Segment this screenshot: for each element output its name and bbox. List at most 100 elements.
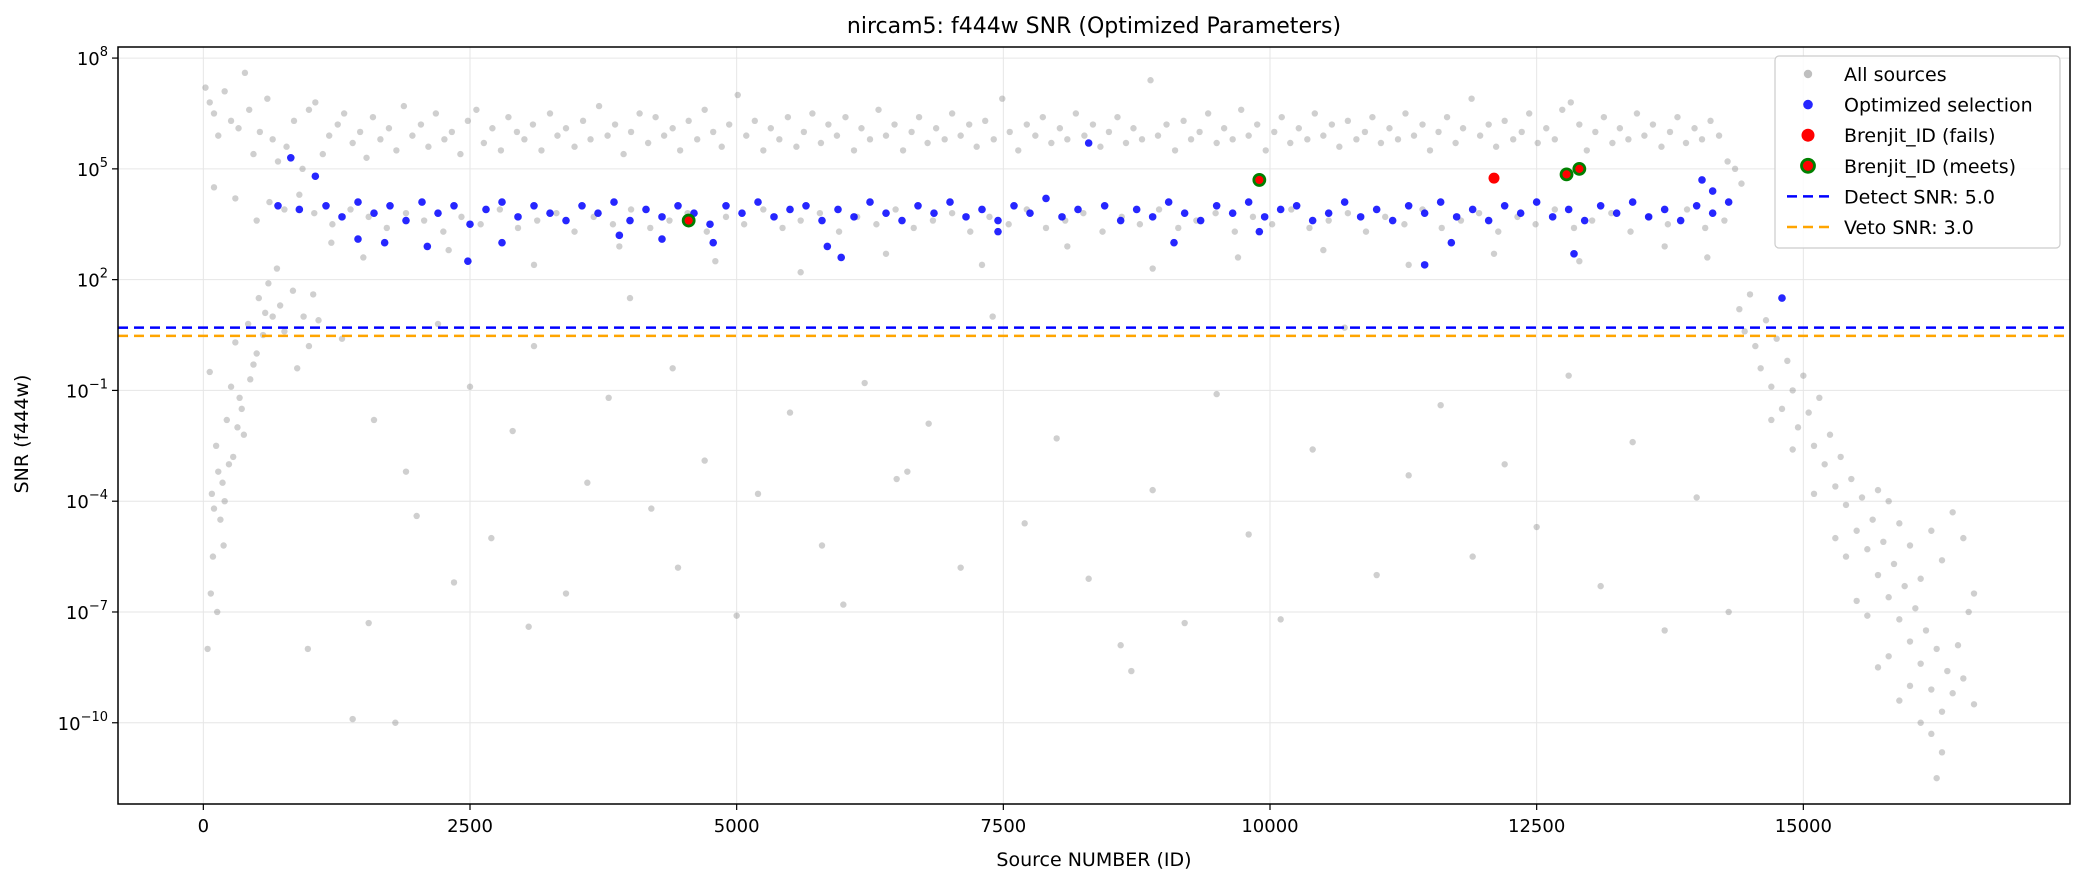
optimized-point [786, 205, 794, 214]
all-sources-point [365, 213, 372, 221]
all-sources-point [1938, 708, 1946, 715]
all-sources-point [1064, 136, 1071, 143]
all-sources-point [1053, 435, 1060, 442]
all-sources-point [1721, 217, 1728, 224]
all-sources-point [751, 117, 758, 125]
all-sources-point [1874, 486, 1882, 494]
optimized-point [402, 216, 410, 225]
all-sources-point [290, 117, 298, 125]
all-sources-point [1287, 139, 1294, 147]
all-sources-point [722, 213, 730, 221]
all-sources-point [1213, 390, 1220, 398]
all-sources-point [779, 224, 786, 232]
optimized-point [1404, 201, 1413, 210]
all-sources-point [440, 228, 447, 235]
optimized-point [674, 201, 682, 210]
optimized-point [274, 201, 282, 210]
optimized-point [354, 198, 362, 206]
all-sources-point [915, 113, 923, 121]
all-sources-point [1707, 117, 1714, 125]
all-sources-point [529, 121, 537, 128]
y-tick-label: 10−7 [66, 599, 108, 624]
all-sources-point [1890, 560, 1898, 568]
all-sources-point [236, 394, 243, 402]
optimized-point [1074, 205, 1082, 214]
optimized-point [338, 213, 346, 221]
all-sources-point [1459, 125, 1467, 132]
all-sources-point [425, 143, 432, 150]
legend-label: Brenjit_ID (meets) [1844, 156, 2016, 178]
optimized-point [498, 238, 506, 247]
all-sources-point [604, 132, 611, 139]
all-sources-point [712, 257, 719, 265]
optimized-point [423, 242, 432, 251]
all-sources-point [206, 99, 213, 106]
all-sources-point [1731, 165, 1739, 173]
all-sources-point [214, 608, 221, 616]
all-sources-point [571, 143, 578, 150]
all-sources-point [1933, 774, 1940, 782]
all-sources-point [1476, 132, 1484, 139]
all-sources-point [1533, 523, 1540, 531]
all-sources-point [1056, 125, 1064, 132]
all-sources-point [1691, 125, 1698, 132]
all-sources-point [1495, 228, 1502, 235]
all-sources-point [530, 261, 538, 269]
all-sources-point [402, 209, 410, 217]
all-sources-point [1042, 224, 1050, 232]
all-sources-point [891, 121, 898, 128]
optimized-point [562, 216, 570, 225]
all-sources-point [1658, 143, 1665, 150]
all-sources-point [1896, 697, 1903, 704]
all-sources-point [1885, 498, 1892, 505]
all-sources-point [232, 195, 239, 202]
all-sources-point [674, 564, 682, 571]
optimized-point [770, 213, 778, 221]
all-sources-point [1682, 139, 1690, 147]
all-sources-point [1906, 542, 1914, 549]
all-sources-point [1117, 642, 1124, 649]
all-sources-point [587, 136, 594, 143]
all-sources-point [505, 113, 512, 121]
optimized-point [802, 201, 810, 210]
optimized-point [1180, 209, 1189, 217]
all-sources-point [797, 217, 804, 224]
all-sources-point [1583, 147, 1591, 154]
all-sources-point [1821, 461, 1828, 468]
all-sources-point [334, 121, 341, 128]
all-sources-point [1752, 342, 1759, 350]
optimized-point [1570, 249, 1578, 258]
all-sources-point [265, 280, 272, 287]
optimized-point [1308, 216, 1317, 225]
legend-marker [1801, 128, 1815, 142]
optimized-point [1116, 216, 1125, 225]
all-sources-point [1231, 228, 1239, 235]
all-sources-point [1005, 221, 1012, 228]
all-sources-point [1229, 136, 1236, 143]
all-sources-point [1032, 132, 1039, 139]
all-sources-point [1768, 383, 1775, 390]
optimized-point [1212, 201, 1221, 210]
all-sources-point [1874, 571, 1882, 579]
all-sources-point [595, 102, 603, 110]
all-sources-point [1625, 136, 1632, 143]
optimized-point [482, 205, 490, 214]
all-sources-point [1627, 228, 1634, 235]
all-sources-point [1810, 490, 1818, 498]
all-sources-point [818, 542, 826, 549]
all-sources-point [1832, 483, 1839, 490]
all-sources-point [1181, 619, 1188, 627]
all-sources-point [579, 117, 587, 125]
all-sources-point [1311, 110, 1319, 117]
all-sources-point [609, 221, 617, 228]
all-sources-point [1295, 125, 1303, 132]
optimized-point [1644, 213, 1653, 221]
all-sources-point [546, 110, 554, 117]
all-sources-point [488, 534, 495, 542]
all-sources-point [281, 206, 288, 213]
all-sources-point [1949, 690, 1956, 697]
optimized-point [514, 213, 522, 221]
all-sources-point [925, 420, 932, 427]
all-sources-point [534, 217, 541, 224]
optimized-point [1196, 216, 1205, 225]
